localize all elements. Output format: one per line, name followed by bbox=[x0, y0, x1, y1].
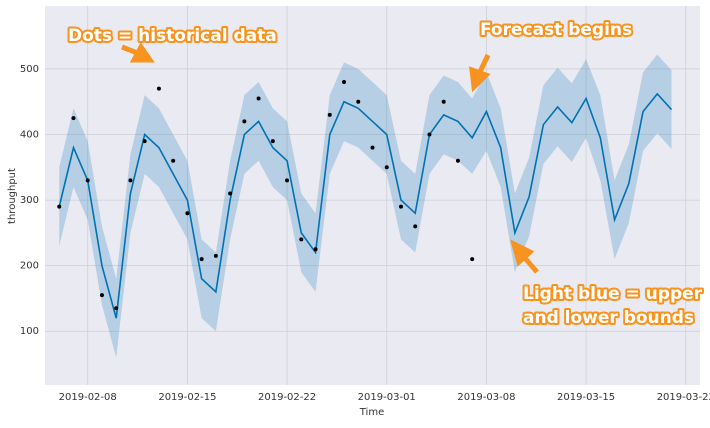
y-tick-label: 200 bbox=[20, 261, 39, 272]
data-point bbox=[142, 139, 147, 144]
y-tick-label: 400 bbox=[20, 130, 39, 141]
x-tick-label: 2019-03-08 bbox=[457, 392, 515, 403]
data-point bbox=[313, 247, 318, 252]
data-point bbox=[85, 178, 90, 183]
y-tick-label: 500 bbox=[20, 64, 39, 75]
x-tick-label: 2019-03-15 bbox=[557, 392, 615, 403]
data-point bbox=[455, 158, 460, 163]
data-point bbox=[57, 204, 62, 209]
data-point bbox=[242, 119, 247, 124]
arrow-head bbox=[469, 66, 491, 93]
data-point bbox=[441, 99, 446, 104]
y-tick-label: 300 bbox=[20, 195, 39, 206]
data-point bbox=[185, 211, 190, 216]
uncertainty-band bbox=[59, 54, 672, 358]
plot-area bbox=[45, 6, 700, 385]
data-point bbox=[128, 178, 133, 183]
data-point bbox=[285, 178, 290, 183]
data-point bbox=[99, 293, 104, 298]
data-point bbox=[228, 191, 233, 196]
x-tick-label: 2019-03-22 bbox=[657, 392, 710, 403]
data-point bbox=[470, 257, 475, 262]
annotation: and lower bounds bbox=[523, 308, 694, 328]
x-tick-label: 2019-02-22 bbox=[258, 392, 316, 403]
forecast-line bbox=[58, 92, 673, 319]
annotation: Forecast begins bbox=[480, 20, 632, 40]
x-axis-label: Time bbox=[359, 407, 384, 418]
annotations: Dots = historical data Forecast begins L… bbox=[66, 18, 705, 330]
data-point bbox=[384, 165, 389, 170]
data-point bbox=[427, 132, 432, 137]
data-point bbox=[413, 224, 418, 229]
arrow bbox=[522, 255, 539, 274]
data-point bbox=[398, 204, 403, 209]
x-tick-label: 2019-02-15 bbox=[158, 392, 216, 403]
annotation: Dots = historical data bbox=[68, 26, 277, 46]
data-point bbox=[299, 237, 304, 242]
data-point bbox=[270, 139, 275, 144]
x-tick-label: 2019-02-08 bbox=[59, 392, 117, 403]
data-point bbox=[114, 306, 119, 311]
arrow-head bbox=[510, 239, 535, 267]
data-point bbox=[213, 253, 218, 258]
data-point bbox=[342, 80, 347, 85]
data-point bbox=[256, 96, 261, 101]
data-point bbox=[199, 257, 204, 262]
arrows bbox=[121, 42, 539, 274]
data-point bbox=[71, 116, 76, 121]
y-tick-label: 100 bbox=[20, 326, 39, 337]
annotation: Light blue = upper bbox=[523, 284, 703, 304]
data-point bbox=[156, 86, 161, 91]
data-point bbox=[356, 99, 361, 104]
arrow-head bbox=[129, 42, 155, 63]
x-tick-label: 2019-03-01 bbox=[358, 392, 416, 403]
data-point bbox=[171, 158, 176, 163]
data-point bbox=[370, 145, 375, 150]
data-point bbox=[327, 112, 332, 117]
y-axis-label: throughput bbox=[7, 168, 18, 224]
